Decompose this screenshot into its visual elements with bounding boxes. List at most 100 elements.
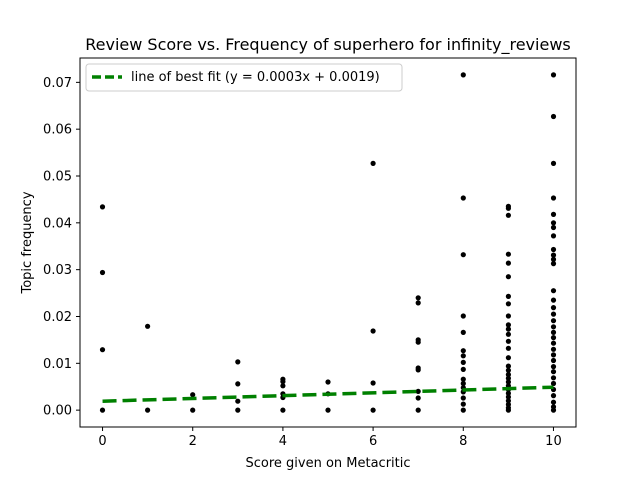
- data-point: [550, 256, 557, 262]
- data-point: [280, 376, 286, 382]
- data-point: [505, 401, 511, 408]
- data-point: [460, 195, 466, 201]
- data-point: [370, 380, 376, 386]
- data-point: [415, 388, 421, 394]
- data-point: [550, 357, 557, 364]
- data-point: [505, 293, 511, 299]
- data-point: [460, 366, 466, 372]
- data-point: [550, 233, 557, 239]
- data-point: [99, 407, 106, 413]
- plot-area: [79, 57, 577, 428]
- legend: line of best fit (y = 0.0003x + 0.0019): [85, 63, 403, 92]
- y-tick-label: 0.01: [43, 357, 72, 372]
- data-point: [505, 212, 511, 218]
- best-fit-line: [102, 385, 554, 403]
- x-tick-label: 4: [279, 434, 287, 449]
- data-point: [505, 363, 511, 369]
- data-point: [460, 395, 466, 401]
- y-tick-label: 0.00: [43, 404, 72, 419]
- data-point: [145, 407, 151, 413]
- data-point: [505, 326, 511, 332]
- data-point: [235, 398, 241, 404]
- data-point: [415, 395, 421, 401]
- data-point: [415, 337, 421, 343]
- data-point: [550, 220, 557, 226]
- data-point: [325, 379, 331, 385]
- data-point: [550, 195, 557, 201]
- data-point: [550, 399, 557, 405]
- data-point: [550, 346, 557, 352]
- data-point: [505, 313, 511, 319]
- data-point: [460, 401, 466, 407]
- data-point: [505, 355, 511, 361]
- data-point: [460, 329, 466, 335]
- data-point: [370, 160, 376, 166]
- data-point: [460, 353, 466, 359]
- data-point: [505, 322, 511, 328]
- data-point: [550, 380, 557, 387]
- data-point: [550, 335, 557, 341]
- y-tick-label: 0.07: [43, 76, 72, 91]
- data-point: [550, 224, 557, 231]
- y-tick-label: 0.02: [43, 310, 72, 325]
- data-point: [370, 407, 376, 413]
- data-point: [505, 367, 511, 373]
- data-point: [505, 394, 511, 400]
- data-point: [280, 383, 286, 389]
- data-point: [550, 393, 557, 399]
- data-point: [505, 274, 511, 280]
- data-point: [460, 348, 466, 354]
- data-point: [505, 390, 511, 396]
- data-point: [550, 311, 557, 317]
- x-tick-label: 6: [369, 434, 377, 449]
- x-axis: 0 2 4 6 8 10: [98, 427, 562, 449]
- data-point: [325, 407, 331, 413]
- y-axis-label: Topic frequency: [20, 191, 35, 294]
- x-tick-label: 2: [189, 434, 197, 449]
- data-point: [550, 375, 557, 381]
- data-point: [550, 369, 557, 375]
- data-point: [415, 407, 421, 413]
- data-point: [505, 345, 511, 351]
- y-tick-label: 0.06: [43, 123, 72, 138]
- data-point: [550, 364, 557, 370]
- data-point: [550, 297, 557, 303]
- data-point: [235, 381, 241, 387]
- legend-box: [85, 63, 403, 92]
- data-point: [550, 113, 557, 120]
- data-point: [550, 288, 557, 294]
- data-point: [415, 300, 421, 306]
- data-point: [99, 347, 106, 353]
- data-point: [505, 251, 511, 257]
- data-point: [550, 404, 557, 410]
- data-point: [99, 204, 106, 210]
- data-point: [505, 398, 511, 404]
- x-tick-label: 0: [98, 434, 106, 449]
- data-point: [505, 375, 511, 381]
- data-point: [415, 365, 421, 371]
- data-point: [505, 379, 511, 385]
- data-point: [460, 376, 466, 382]
- data-point: [415, 295, 421, 301]
- data-point: [235, 359, 241, 365]
- data-point: [505, 338, 511, 344]
- data-point: [460, 72, 466, 78]
- data-point: [550, 252, 557, 258]
- x-axis-label: Score given on Metacritic: [245, 456, 410, 471]
- data-point: [145, 323, 151, 329]
- chart-title: Review Score vs. Frequency of superhero …: [85, 35, 570, 55]
- data-point: [550, 352, 557, 358]
- data-point: [370, 328, 376, 334]
- data-point: [550, 211, 557, 217]
- data-point: [505, 260, 511, 266]
- data-point: [550, 318, 557, 324]
- data-point: [190, 407, 196, 413]
- data-point: [99, 269, 106, 276]
- y-tick-label: 0.04: [43, 216, 72, 231]
- data-point: [460, 407, 466, 413]
- y-axis: 0.00 0.01 0.02 0.03 0.04 0.05 0.06 0.07: [43, 76, 80, 419]
- points-layer: [99, 72, 557, 413]
- data-point: [550, 160, 557, 166]
- y-tick-label: 0.03: [43, 263, 72, 278]
